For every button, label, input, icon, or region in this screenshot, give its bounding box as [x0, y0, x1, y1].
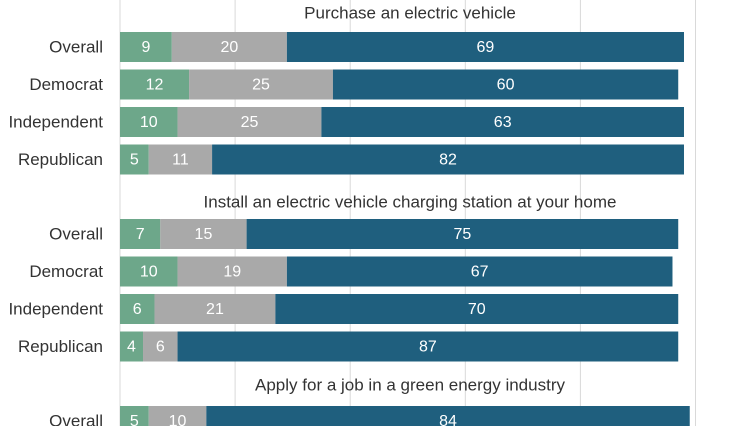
chart-panels: Purchase an electric vehicle Overall 9 20 69… — [8, 3, 690, 426]
data-label: 11 — [172, 152, 189, 169]
data-label: 19 — [223, 264, 241, 281]
panel: Apply for a job in a green energy indust… — [49, 375, 690, 426]
bar-segment — [246, 219, 679, 249]
bar-segment — [212, 144, 684, 175]
gridlines — [119, 0, 696, 426]
data-label: 21 — [206, 301, 224, 318]
bar-segment — [120, 144, 149, 175]
data-label: 5 — [130, 152, 139, 169]
bar-segment — [143, 331, 178, 362]
data-label: 4 — [127, 339, 136, 356]
bar-segment — [177, 331, 679, 362]
bar-segment — [177, 256, 287, 287]
bar-segment — [286, 32, 684, 62]
bar-segment — [321, 107, 684, 137]
data-label: 82 — [439, 152, 457, 169]
data-label: 12 — [146, 77, 164, 94]
category-label: Overall — [49, 37, 103, 56]
bar-segment — [148, 144, 213, 175]
bar-segment — [120, 219, 161, 249]
data-label: 10 — [140, 264, 158, 281]
category-label: Overall — [49, 411, 103, 426]
bar-segment — [177, 107, 322, 137]
data-label: 69 — [477, 39, 495, 56]
data-label: 10 — [140, 114, 158, 131]
category-label: Republican — [18, 337, 103, 356]
data-label: 20 — [220, 39, 238, 56]
bar-segment — [120, 331, 144, 362]
bar-segment — [120, 294, 155, 324]
bar-segment — [286, 256, 673, 287]
data-label: 10 — [169, 413, 187, 426]
bar-segment — [189, 69, 333, 100]
bar-segment — [206, 406, 690, 426]
category-label: Democrat — [29, 75, 103, 94]
data-label: 63 — [494, 114, 512, 131]
data-label: 60 — [497, 77, 515, 94]
category-label: Democrat — [29, 262, 103, 281]
category-label: Republican — [18, 150, 103, 169]
data-label: 6 — [133, 301, 142, 318]
panel-title: Install an electric vehicle charging sta… — [204, 192, 617, 211]
data-label: 25 — [252, 77, 270, 94]
data-label: 5 — [130, 413, 139, 426]
panel: Install an electric vehicle charging sta… — [8, 192, 679, 362]
data-label: 84 — [439, 413, 457, 426]
data-label: 67 — [471, 264, 489, 281]
bar-segment — [171, 32, 287, 62]
category-label: Overall — [49, 224, 103, 243]
data-label: 6 — [156, 339, 165, 356]
data-label: 7 — [136, 226, 145, 243]
bar-segment — [120, 406, 149, 426]
data-label: 25 — [241, 114, 259, 131]
category-label: Independent — [8, 299, 103, 318]
panel: Purchase an electric vehicle Overall 9 20 69… — [8, 3, 684, 175]
bar-segment — [154, 294, 276, 324]
bar-segment — [120, 32, 172, 62]
data-label: 70 — [468, 301, 486, 318]
bar-segment — [275, 294, 679, 324]
panel-title: Purchase an electric vehicle — [304, 3, 516, 22]
bar-segment — [160, 219, 247, 249]
bar-segment — [120, 256, 178, 287]
bar-segment — [120, 69, 190, 100]
bar-segment — [120, 107, 178, 137]
panel-title: Apply for a job in a green energy indust… — [255, 375, 565, 394]
data-label: 87 — [419, 339, 437, 356]
bar-segment — [148, 406, 207, 426]
data-label: 75 — [454, 226, 472, 243]
bar-segment — [332, 69, 679, 100]
category-label: Independent — [8, 112, 103, 131]
data-label: 9 — [141, 39, 150, 56]
data-label: 15 — [195, 226, 213, 243]
